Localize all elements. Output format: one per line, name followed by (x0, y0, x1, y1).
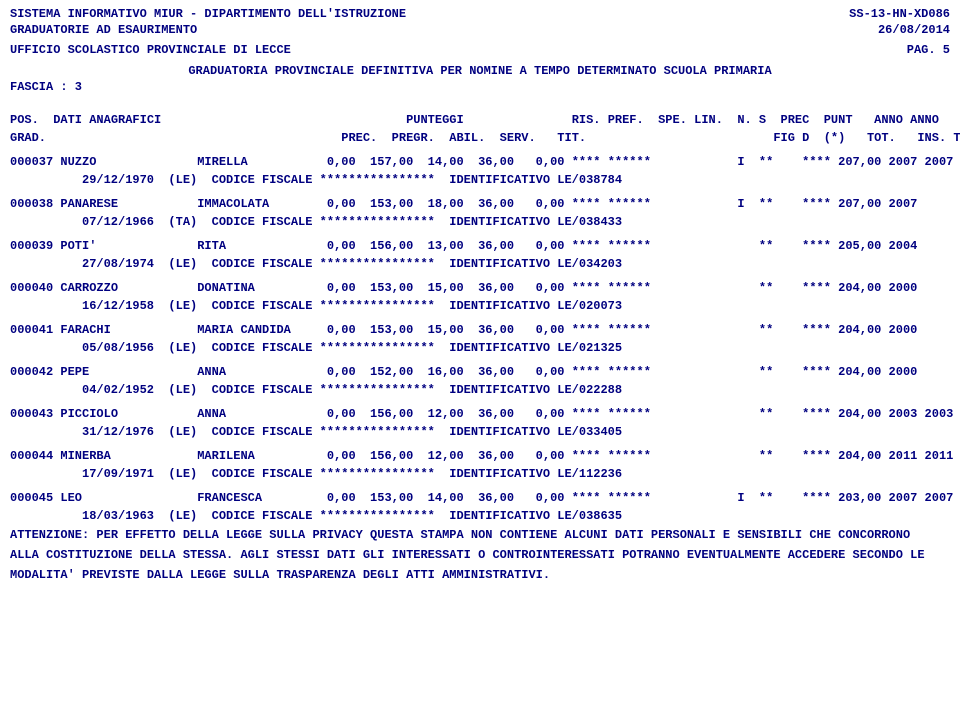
table-row: 000039 POTI' RITA 0,00 156,00 13,00 36,0… (10, 239, 950, 253)
header-line-1: SISTEMA INFORMATIVO MIUR - DIPARTIMENTO … (10, 6, 950, 22)
table-row-sub: 07/12/1966 (TA) CODICE FISCALE *********… (10, 215, 950, 229)
footer-line-1: ATTENZIONE: PER EFFETTO DELLA LEGGE SULL… (10, 527, 950, 543)
table-row-sub: 31/12/1976 (LE) CODICE FISCALE *********… (10, 425, 950, 439)
table-row: 000044 MINERBA MARILENA 0,00 156,00 12,0… (10, 449, 950, 463)
header-date: 26/08/2014 (878, 22, 950, 38)
header-line-2: GRADUATORIE AD ESAURIMENTO 26/08/2014 (10, 22, 950, 38)
header-ufficio: UFFICIO SCOLASTICO PROVINCIALE DI LECCE (10, 42, 291, 58)
header-system: SISTEMA INFORMATIVO MIUR - DIPARTIMENTO … (10, 6, 406, 22)
table-row: 000041 FARACHI MARIA CANDIDA 0,00 153,00… (10, 323, 950, 337)
table-row-sub: 05/08/1956 (LE) CODICE FISCALE *********… (10, 341, 950, 355)
table-row: 000040 CARROZZO DONATINA 0,00 153,00 15,… (10, 281, 950, 295)
header-code: SS-13-HN-XD086 (849, 6, 950, 22)
header-line-3: UFFICIO SCOLASTICO PROVINCIALE DI LECCE … (10, 42, 950, 58)
column-header-1: POS. DATI ANAGRAFICI PUNTEGGI RIS. PREF.… (10, 113, 950, 127)
table-row: 000045 LEO FRANCESCA 0,00 153,00 14,00 3… (10, 491, 950, 505)
header-fascia: FASCIA : 3 (10, 79, 950, 95)
header-title-center: GRADUATORIA PROVINCIALE DEFINITIVA PER N… (10, 63, 950, 79)
table-row-sub: 16/12/1958 (LE) CODICE FISCALE *********… (10, 299, 950, 313)
table-row-sub: 04/02/1952 (LE) CODICE FISCALE *********… (10, 383, 950, 397)
data-rows: 000037 NUZZO MIRELLA 0,00 157,00 14,00 3… (10, 155, 950, 523)
table-row-sub: 18/03/1963 (LE) CODICE FISCALE *********… (10, 509, 950, 523)
table-row: 000038 PANARESE IMMACOLATA 0,00 153,00 1… (10, 197, 950, 211)
table-row-sub: 29/12/1970 (LE) CODICE FISCALE *********… (10, 173, 950, 187)
table-row-sub: 17/09/1971 (LE) CODICE FISCALE *********… (10, 467, 950, 481)
footer-line-2: ALLA COSTITUZIONE DELLA STESSA. AGLI STE… (10, 547, 950, 563)
column-header-2: GRAD. PREC. PREGR. ABIL. SERV. TIT. FIG … (10, 131, 950, 145)
table-row: 000042 PEPE ANNA 0,00 152,00 16,00 36,00… (10, 365, 950, 379)
table-row-sub: 27/08/1974 (LE) CODICE FISCALE *********… (10, 257, 950, 271)
table-row: 000043 PICCIOLO ANNA 0,00 156,00 12,00 3… (10, 407, 950, 421)
header-graduatorie: GRADUATORIE AD ESAURIMENTO (10, 22, 197, 38)
table-row: 000037 NUZZO MIRELLA 0,00 157,00 14,00 3… (10, 155, 950, 169)
header-page: PAG. 5 (907, 42, 950, 58)
footer-line-3: MODALITA' PREVISTE DALLA LEGGE SULLA TRA… (10, 567, 950, 583)
